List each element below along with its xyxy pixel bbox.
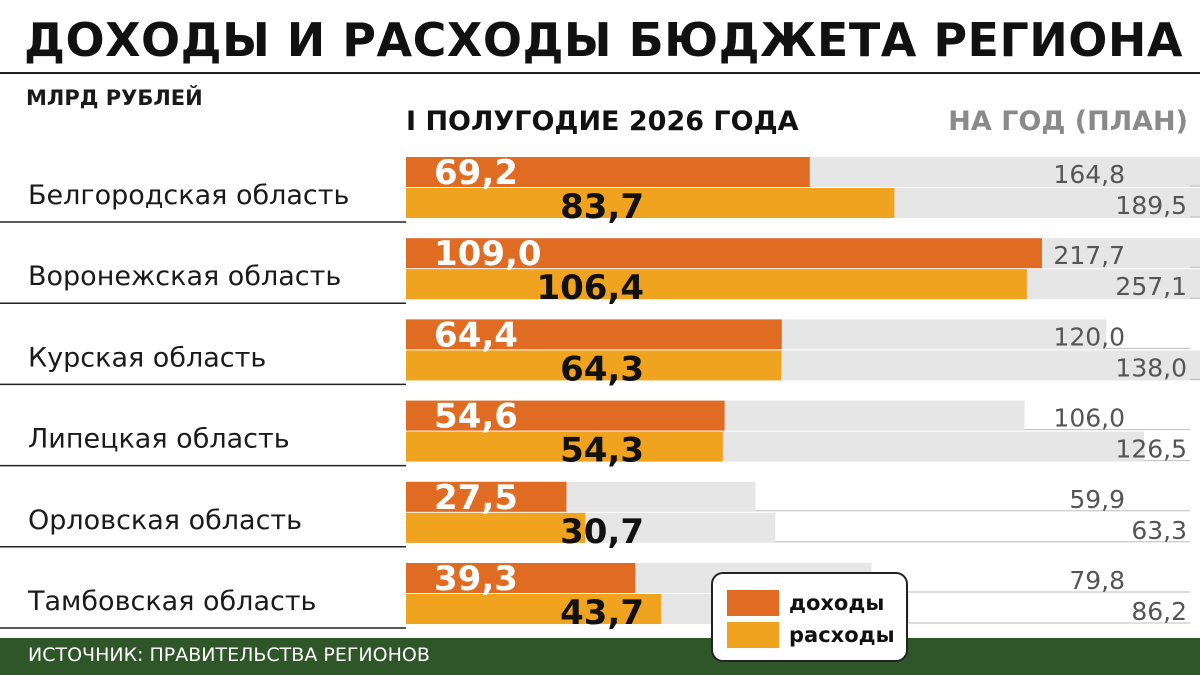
plan-income-value-label: 79,8 — [1069, 566, 1125, 595]
plan-expenses-value-label: 63,3 — [1131, 516, 1187, 545]
expenses-bar — [406, 350, 782, 381]
source-note: ИСТОЧНИК: ПРАВИТЕЛЬСТВА РЕГИОНОВ — [28, 644, 430, 666]
legend-swatch-expenses — [727, 622, 779, 648]
income-bar — [406, 238, 1042, 269]
expenses-value-label: 54,3 — [560, 431, 644, 471]
year-plan-header: НА ГОД (ПЛАН) — [948, 106, 1188, 137]
income-value-label: 39,3 — [434, 559, 518, 599]
plan-expenses-value-label: 257,1 — [1115, 272, 1187, 301]
plan-expenses-value-label: 126,5 — [1115, 435, 1187, 464]
expenses-bar — [406, 431, 723, 462]
expenses-value-label: 106,4 — [536, 268, 644, 308]
expenses-bar — [406, 594, 661, 624]
plan-income-value-label: 106,0 — [1053, 404, 1125, 433]
plan-income-value-label: 59,9 — [1069, 485, 1125, 514]
unit-label: МЛРД РУБЛЕЙ — [26, 86, 203, 110]
region-label: Белгородская область — [28, 180, 349, 211]
income-bar — [406, 319, 782, 350]
half-year-header: I ПОЛУГОДИЕ 2026 ГОДА — [406, 106, 799, 137]
region-label: Воронежская область — [28, 261, 341, 292]
income-value-label: 27,5 — [434, 478, 518, 518]
legend: доходы расходы — [711, 572, 908, 662]
income-bar — [406, 563, 636, 593]
plan-expenses-value-label: 86,2 — [1131, 597, 1187, 626]
legend-item-expenses: расходы — [727, 620, 895, 650]
plan-expenses-value-label: 138,0 — [1115, 353, 1187, 382]
plan-income-value-label: 164,8 — [1053, 160, 1125, 189]
income-value-label: 69,2 — [434, 153, 518, 193]
plan-income-value-label: 217,7 — [1053, 241, 1125, 270]
income-value-label: 109,0 — [434, 234, 542, 274]
region-label: Тамбовская область — [27, 586, 316, 617]
region-label: Липецкая область — [28, 424, 290, 455]
legend-item-income: доходы — [727, 588, 884, 618]
legend-label-expenses: расходы — [789, 623, 895, 647]
income-bar — [406, 481, 567, 512]
expenses-value-label: 83,7 — [560, 187, 644, 227]
chart-title: ДОХОДЫ И РАСХОДЫ БЮДЖЕТА РЕГИОНА — [24, 13, 1183, 67]
legend-swatch-income — [727, 590, 779, 616]
title-rule — [0, 72, 1200, 74]
expenses-value-label: 64,3 — [560, 349, 644, 389]
region-label: Курская область — [28, 342, 266, 373]
income-value-label: 64,4 — [434, 315, 518, 355]
expenses-bar — [406, 512, 586, 543]
expenses-value-label: 30,7 — [560, 512, 644, 552]
income-value-label: 54,6 — [434, 397, 518, 437]
expenses-bar — [406, 269, 1027, 300]
footer-band — [0, 638, 1200, 675]
expenses-bar — [406, 188, 895, 218]
income-bar — [406, 157, 810, 187]
plan-expenses-value-label: 189,5 — [1115, 191, 1187, 220]
legend-label-income: доходы — [789, 591, 885, 615]
expenses-value-label: 43,7 — [560, 593, 644, 633]
plan-income-value-label: 120,0 — [1053, 322, 1125, 351]
region-label: Орловская область — [28, 505, 302, 536]
income-bar — [406, 400, 725, 431]
